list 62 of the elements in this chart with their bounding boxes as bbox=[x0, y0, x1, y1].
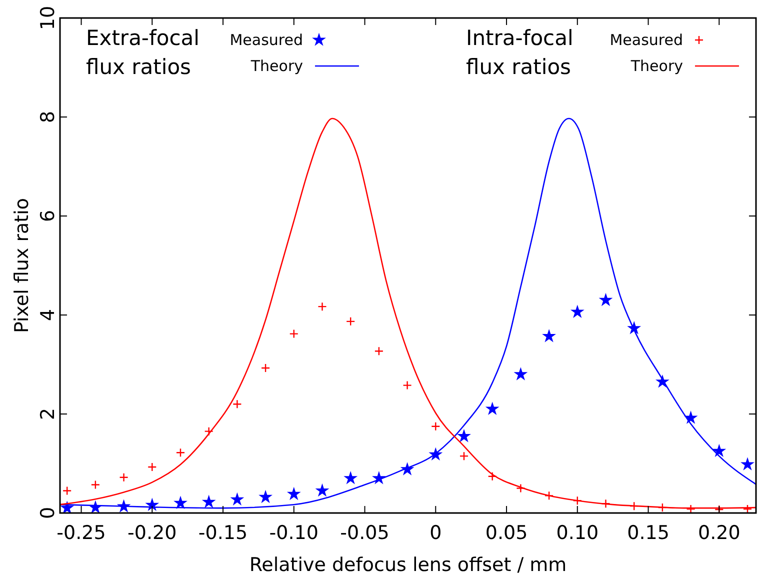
point bbox=[514, 367, 528, 380]
legend-label: Measured bbox=[610, 31, 683, 49]
point bbox=[374, 346, 384, 356]
point bbox=[686, 504, 696, 513]
x-tick-label: 0.05 bbox=[485, 522, 528, 544]
point bbox=[318, 302, 327, 312]
legend-label: Measured bbox=[230, 31, 303, 49]
point bbox=[346, 316, 356, 326]
point bbox=[204, 426, 214, 436]
x-tick-label: -0.10 bbox=[269, 522, 318, 544]
point bbox=[258, 490, 272, 504]
point bbox=[488, 472, 497, 481]
point bbox=[174, 496, 188, 510]
point bbox=[344, 471, 358, 484]
y-tick-label: 2 bbox=[37, 408, 59, 420]
y-tick-label: 8 bbox=[37, 110, 59, 124]
point bbox=[260, 363, 270, 373]
point bbox=[544, 491, 554, 500]
x-tick-label: 0.15 bbox=[627, 522, 670, 544]
annotation: Extra-focal flux ratios bbox=[86, 26, 200, 79]
point bbox=[176, 448, 186, 458]
y-tick-label: 6 bbox=[37, 210, 59, 222]
point bbox=[740, 457, 754, 470]
x-tick-label: -0.20 bbox=[128, 522, 177, 544]
point bbox=[289, 329, 298, 338]
point bbox=[148, 462, 157, 472]
point bbox=[286, 486, 301, 500]
y-tick-label: 0 bbox=[37, 506, 59, 520]
x-tick-label: -0.25 bbox=[56, 522, 106, 544]
point bbox=[402, 380, 412, 390]
point bbox=[572, 496, 582, 506]
annotation: Intra-focal flux ratios bbox=[466, 26, 574, 79]
x-tick-label: -0.15 bbox=[198, 522, 248, 544]
y-tick-label: 4 bbox=[37, 308, 59, 322]
point bbox=[542, 328, 556, 342]
point bbox=[598, 292, 613, 306]
legend-label: Theory bbox=[630, 57, 684, 75]
point bbox=[230, 492, 244, 506]
point bbox=[684, 410, 698, 424]
x-tick-label: 0.20 bbox=[698, 522, 740, 544]
point bbox=[459, 451, 469, 461]
point bbox=[485, 402, 500, 415]
point bbox=[570, 304, 584, 318]
point bbox=[714, 504, 724, 513]
x-axis-title: Relative defocus lens offset / mm bbox=[249, 554, 567, 576]
x-tick-label: -0.05 bbox=[340, 522, 390, 544]
point bbox=[516, 484, 526, 493]
x-tick-label: 0 bbox=[430, 522, 442, 544]
point bbox=[232, 400, 242, 409]
point bbox=[431, 422, 440, 431]
point bbox=[202, 494, 216, 508]
y-axis-title: Pixel flux ratio bbox=[11, 198, 33, 334]
point bbox=[119, 472, 128, 482]
legend-label: Theory bbox=[250, 57, 304, 75]
point bbox=[742, 504, 752, 513]
point bbox=[90, 480, 100, 490]
point bbox=[712, 444, 726, 458]
x-tick-label: 0.10 bbox=[556, 522, 599, 544]
y-tick-label: 10 bbox=[37, 6, 59, 30]
point bbox=[315, 483, 330, 497]
point bbox=[457, 428, 471, 442]
point bbox=[62, 486, 72, 496]
